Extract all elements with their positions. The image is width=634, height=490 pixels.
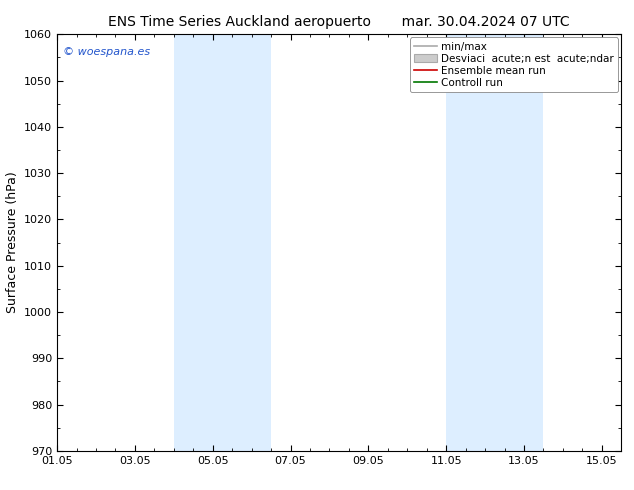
Bar <box>174 34 271 451</box>
Title: ENS Time Series Auckland aeropuerto       mar. 30.04.2024 07 UTC: ENS Time Series Auckland aeropuerto mar.… <box>108 15 570 29</box>
Y-axis label: Surface Pressure (hPa): Surface Pressure (hPa) <box>6 172 18 314</box>
Bar <box>446 34 543 451</box>
Legend: min/max, Desviaci  acute;n est  acute;ndar, Ensemble mean run, Controll run: min/max, Desviaci acute;n est acute;ndar… <box>410 37 618 92</box>
Text: © woespana.es: © woespana.es <box>63 47 150 57</box>
